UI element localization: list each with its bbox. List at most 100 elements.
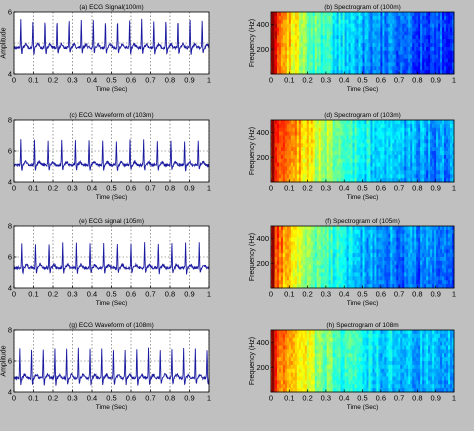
x-tick-label: 0.2 — [302, 184, 312, 193]
y-tick-label: 6 — [8, 357, 12, 366]
x-tick-label: 0.7 — [145, 290, 155, 299]
x-tick-label: 0.8 — [165, 184, 175, 193]
x-tick-label: 1 — [207, 394, 211, 403]
x-tick-label: 0.8 — [412, 290, 422, 299]
y-tick-label: 6 — [8, 147, 12, 156]
x-tick-label: 0.2 — [48, 184, 58, 193]
y-tick-label: 8 — [8, 116, 12, 125]
x-tick-label: 0 — [12, 394, 16, 403]
chart-title: (e) ECG signal (105m) — [79, 218, 144, 225]
x-tick-label: 0.9 — [184, 76, 194, 85]
x-tick-label: 0.2 — [48, 290, 58, 299]
x-tick-label: 0.7 — [394, 76, 404, 85]
x-tick-label: 0.1 — [28, 394, 38, 403]
x-tick-label: 0.1 — [284, 290, 294, 299]
x-tick-label: 0.6 — [376, 76, 386, 85]
x-axis-label: Time (Sec) — [347, 194, 379, 201]
x-tick-label: 0.7 — [145, 394, 155, 403]
chart-panel-7: 0 0.1 0.2 0.3 0.4 0.5 0.6 0.7 0.8 0.9 1 4 6 8 (g) ECG … — [1, 322, 212, 411]
x-tick-label: 0.7 — [394, 184, 404, 193]
y-axis-label: Amplitude — [1, 27, 8, 58]
x-tick-label: 0 — [12, 290, 16, 299]
y-tick-label: 6 — [8, 8, 12, 17]
chart-title: (f) Spectrogram of (105m) — [325, 218, 400, 225]
x-tick-label: 0.5 — [106, 290, 116, 299]
x-tick-label: 0.9 — [184, 394, 194, 403]
x-tick-label: 0.5 — [106, 394, 116, 403]
y-axis-label: Frequency (Hz) — [249, 19, 256, 67]
spectrogram-onset-band — [272, 12, 275, 74]
x-axis-label: Time (Sec) — [347, 86, 379, 93]
y-tick-label: 8 — [8, 326, 12, 335]
y-tick-label: 400 — [256, 20, 269, 29]
x-tick-label: 0.1 — [28, 76, 38, 85]
spectrogram-onset-band — [272, 226, 275, 288]
x-tick-label: 0 — [269, 290, 273, 299]
y-tick-label: 200 — [256, 45, 269, 54]
x-tick-label: 0.5 — [106, 184, 116, 193]
x-axis-label: Time (Sec) — [96, 404, 128, 411]
x-tick-label: 0.3 — [67, 76, 77, 85]
x-tick-label: 0.8 — [412, 76, 422, 85]
x-tick-label: 0.1 — [284, 184, 294, 193]
x-tick-label: 0.5 — [357, 184, 367, 193]
chart-title: (c) ECG Waveform of (103m) — [69, 112, 153, 119]
x-tick-label: 1 — [452, 76, 456, 85]
spectrogram-heatmap — [271, 226, 454, 288]
x-tick-label: 0.9 — [184, 290, 194, 299]
x-axis-label: Time (Sec) — [347, 300, 379, 307]
x-tick-label: 0.3 — [67, 394, 77, 403]
x-tick-label: 1 — [207, 184, 211, 193]
x-tick-label: 0.8 — [165, 76, 175, 85]
y-axis-label: Frequency (Hz) — [249, 233, 256, 281]
x-tick-label: 0.6 — [126, 76, 136, 85]
x-tick-label: 0.3 — [67, 184, 77, 193]
x-tick-label: 0.5 — [357, 290, 367, 299]
x-tick-label: 1 — [207, 290, 211, 299]
x-tick-label: 0.8 — [412, 184, 422, 193]
x-tick-label: 0.4 — [87, 290, 97, 299]
x-tick-label: 0.1 — [284, 76, 294, 85]
x-tick-label: 0.5 — [106, 76, 116, 85]
x-tick-label: 0.4 — [87, 394, 97, 403]
x-tick-label: 0.3 — [321, 184, 331, 193]
chart-title: (g) ECG Waveform of (108m) — [69, 322, 154, 329]
y-tick-label: 400 — [256, 234, 269, 243]
x-tick-label: 0 — [12, 76, 16, 85]
x-tick-label: 0.4 — [87, 184, 97, 193]
x-tick-label: 0.9 — [430, 76, 440, 85]
x-tick-label: 0.9 — [184, 184, 194, 193]
y-tick-label: 4 — [8, 178, 12, 187]
x-axis-label: Time (Sec) — [96, 86, 128, 93]
x-tick-label: 0.9 — [430, 184, 440, 193]
x-tick-label: 0.9 — [430, 290, 440, 299]
x-tick-label: 1 — [452, 184, 456, 193]
x-tick-label: 0.8 — [165, 290, 175, 299]
y-tick-label: 8 — [8, 222, 12, 231]
x-tick-label: 0.5 — [357, 76, 367, 85]
x-tick-label: 0.3 — [67, 290, 77, 299]
x-tick-label: 0 — [269, 76, 273, 85]
y-tick-label: 4 — [8, 284, 12, 293]
x-tick-label: 0.7 — [145, 76, 155, 85]
y-tick-label: 400 — [256, 128, 269, 137]
x-tick-label: 0.2 — [48, 394, 58, 403]
x-tick-label: 0.6 — [126, 394, 136, 403]
x-tick-label: 0.3 — [321, 290, 331, 299]
y-tick-label: 4 — [8, 388, 12, 397]
x-tick-label: 1 — [452, 290, 456, 299]
y-tick-label: 200 — [256, 153, 269, 162]
x-tick-label: 0.4 — [339, 290, 349, 299]
chart-title: (a) ECG Signal(100m) — [79, 4, 143, 11]
spectrogram-heatmap — [271, 12, 454, 74]
x-tick-label: 0.8 — [165, 394, 175, 403]
spectrogram-heatmap — [271, 330, 454, 392]
spectrogram-onset-band — [272, 120, 275, 182]
